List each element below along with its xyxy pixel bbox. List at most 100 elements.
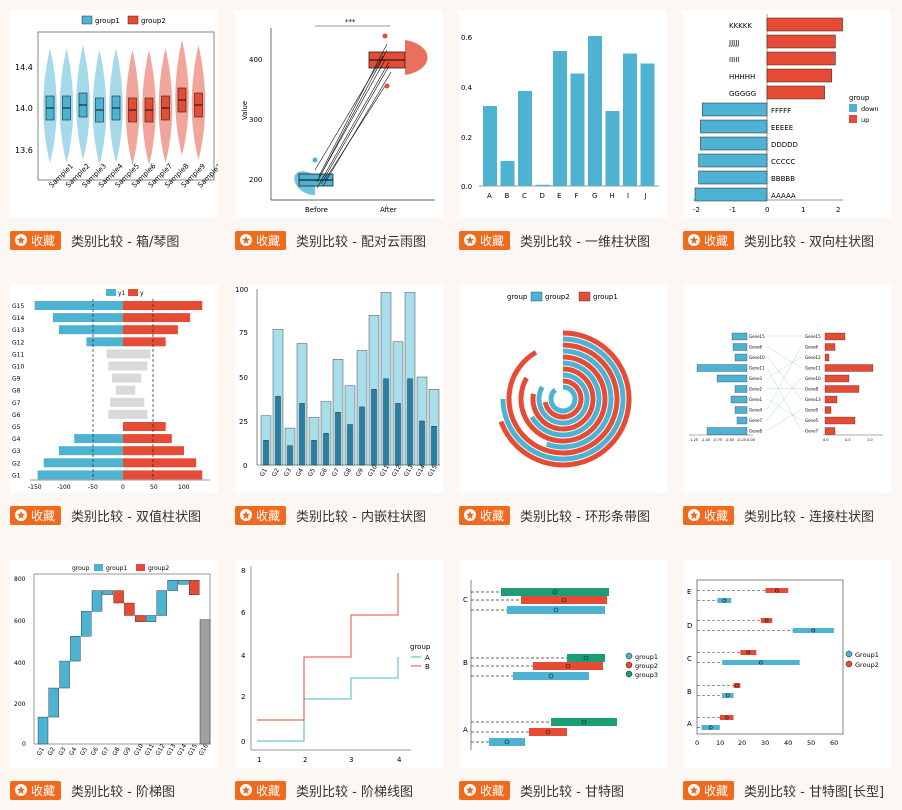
chart-card-bar[interactable]: 0.0 0.2 0.4 0.6 A B C D E F G H I J 收藏 类别比较 - 一维柱…: [459, 10, 667, 260]
card-title[interactable]: 类别比较 - 阶梯线图: [296, 784, 413, 800]
bar: [145, 615, 157, 622]
x-tick-label: G2: [46, 746, 56, 757]
bar-label: Gene15: [749, 334, 765, 339]
task-bar: [719, 715, 734, 720]
chart-thumbnail[interactable]: 0 2 4 6 8 1 2 3 4 group A B: [235, 560, 443, 768]
svg-text:50: 50: [239, 374, 248, 382]
card-title[interactable]: 类别比较 - 配对云雨图: [296, 234, 426, 250]
x-tick-label: G: [592, 192, 597, 200]
task-bar: [567, 654, 605, 662]
chart-thumbnail[interactable]: C B A group1 group2 group3: [459, 560, 667, 768]
svg-text:0: 0: [121, 484, 125, 491]
chart-thumbnail[interactable]: Value 200 300 400 Before After ***: [235, 10, 443, 218]
bar-label: Gene11: [749, 366, 765, 371]
y-tick-label: G9: [12, 376, 21, 383]
chart-thumbnail[interactable]: group1 group2 14.4 14.0 13.6 Sample1 Samp…: [10, 10, 218, 218]
bar: [623, 53, 637, 186]
x-tick-label: G3: [283, 467, 293, 478]
chart-thumbnail[interactable]: group group1 group2 0 200 400 600 800 G1…: [10, 560, 218, 768]
bar: [734, 353, 748, 362]
chart-card-diverging-bar[interactable]: KKKKK JJJJJ IIIII HHHHH GGGGG FFFFF EEEEE DDDDD…: [683, 10, 891, 260]
x-tick-label: G13: [165, 743, 177, 757]
star-icon: [464, 509, 476, 521]
bar: [102, 590, 114, 595]
favorite-button[interactable]: 收藏: [10, 780, 62, 800]
chart-card-step-line[interactable]: 0 2 4 6 8 1 2 3 4 group A B 收藏 类别比较 - 阶梯…: [235, 560, 443, 810]
bar: [553, 51, 567, 186]
x-tick-label: G7: [331, 467, 341, 478]
favorite-button[interactable]: 收藏: [459, 230, 511, 250]
favorite-button[interactable]: 收藏: [683, 230, 735, 250]
nested-bar-chart: 0 25 50 75 100 G1 G2 G3 G4 G5 G6 G7 G8 G9 G10 G11 G…: [235, 286, 440, 478]
chart-card-gantt-long[interactable]: E D C B A 0 10 20 30 40 50 60 Group1 Gro…: [683, 560, 891, 810]
card-title[interactable]: 类别比较 - 阶梯图: [71, 784, 175, 800]
chart-card-box-violin[interactable]: group1 group2 14.4 14.0 13.6 Sample1 Samp…: [10, 10, 218, 260]
chart-thumbnail[interactable]: 0.0 0.2 0.4 0.6 A B C D E F G H I J: [459, 10, 667, 218]
bar: [108, 361, 148, 371]
card-title[interactable]: 类别比较 - 环形条带图: [520, 509, 650, 525]
svg-text:1.0: 1.0: [867, 438, 873, 442]
svg-text:After: After: [380, 206, 397, 214]
card-title[interactable]: 类别比较 - 连接柱状图: [744, 509, 874, 525]
favorite-button[interactable]: 收藏: [459, 505, 511, 525]
card-title[interactable]: 类别比较 - 双向柱状图: [744, 234, 874, 250]
bar: [123, 337, 166, 347]
favorite-button[interactable]: 收藏: [235, 230, 287, 250]
midpoint-marker: [758, 660, 763, 665]
chart-card-connected-bar[interactable]: Gene15 Gene15 Gene6 Gene6 Gene10 Gene12 Gene11…: [683, 285, 891, 535]
bar: [732, 343, 748, 351]
favorite-button[interactable]: 收藏: [459, 780, 511, 800]
chart-thumbnail[interactable]: y1 y G15 G14 G13 G12 G11 G10 G9 G8 G7 G6 G5 G4 G3 G2 G…: [10, 285, 218, 493]
card-title[interactable]: 类别比较 - 双值柱状图: [71, 509, 201, 525]
ring-bar: [506, 342, 620, 456]
ring-bar: [498, 330, 632, 468]
bar: [58, 446, 124, 456]
midpoint-marker: [583, 655, 589, 661]
favorite-button[interactable]: 收藏: [10, 230, 62, 250]
favorite-button[interactable]: 收藏: [10, 505, 62, 525]
chart-card-waterfall[interactable]: group group1 group2 0 200 400 600 800 G1…: [10, 560, 218, 810]
svg-text:-1.00: -1.00: [701, 438, 710, 442]
card-title[interactable]: 类别比较 - 一维柱状图: [520, 234, 650, 250]
bar-label: Gene6: [805, 345, 819, 350]
task-bar: [717, 598, 732, 603]
favorite-button[interactable]: 收藏: [235, 505, 287, 525]
svg-text:25: 25: [239, 418, 248, 426]
bar: [70, 635, 81, 662]
chart-card-nested-bar[interactable]: 0 25 50 75 100 G1 G2 G3 G4 G5 G6 G7 G8 G9 G10 G11 G…: [235, 285, 443, 535]
x-tick-label: G15: [187, 743, 199, 757]
favorite-button[interactable]: 收藏: [683, 505, 735, 525]
task-bar: [722, 660, 800, 665]
bar: [734, 406, 748, 414]
bar: [34, 301, 123, 310]
chart-thumbnail[interactable]: group group2 group1: [459, 285, 667, 493]
connector-line: [766, 377, 802, 421]
svg-text:0: 0: [765, 206, 769, 214]
inner-bar: [311, 440, 317, 466]
midpoint-marker: [724, 715, 729, 720]
x-tick-label: I: [627, 192, 629, 200]
chart-thumbnail[interactable]: E D C B A 0 10 20 30 40 50 60 Group1 Gro…: [683, 560, 891, 768]
midpoint-marker: [811, 628, 816, 633]
chart-thumbnail[interactable]: Gene15 Gene15 Gene6 Gene6 Gene10 Gene12 Gene11…: [683, 285, 891, 493]
bar: [824, 427, 836, 435]
favorite-button[interactable]: 收藏: [235, 780, 287, 800]
chart-card-paired-raincloud[interactable]: Value 200 300 400 Before After *** 收藏 类别…: [235, 10, 443, 260]
bar: [123, 434, 172, 444]
task-bar: [501, 588, 609, 596]
chart-card-dual-value-bar[interactable]: y1 y G15 G14 G13 G12 G11 G10 G9 G8 G7 G6 G5 G4 G3 G2 G…: [10, 285, 218, 535]
card-title[interactable]: 类别比较 - 箱/琴图: [71, 234, 180, 250]
favorite-button[interactable]: 收藏: [683, 780, 735, 800]
chart-thumbnail[interactable]: 0 25 50 75 100 G1 G2 G3 G4 G5 G6 G7 G8 G9 G10 G11 G…: [235, 285, 443, 493]
bar-label: Gene7: [749, 418, 763, 423]
card-title[interactable]: 类别比较 - 内嵌柱状图: [296, 509, 426, 525]
bar: [716, 374, 748, 383]
svg-text:***: ***: [345, 18, 356, 26]
chart-card-gantt[interactable]: C B A group1 group2 group3 收藏 类别比较 - 甘特图: [459, 560, 667, 810]
card-title[interactable]: 类别比较 - 甘特图: [520, 784, 624, 800]
card-title[interactable]: 类别比较 - 甘特图[长型]: [744, 784, 885, 800]
x-tick-label: G14: [176, 743, 188, 757]
chart-card-radial-bar[interactable]: group group2 group1 收藏 类别比较 - 环形条带图: [459, 285, 667, 535]
chart-thumbnail[interactable]: KKKKK JJJJJ IIIII HHHHH GGGGG FFFFF EEEEE DDDDD…: [683, 10, 891, 218]
task-bar: [792, 628, 834, 633]
